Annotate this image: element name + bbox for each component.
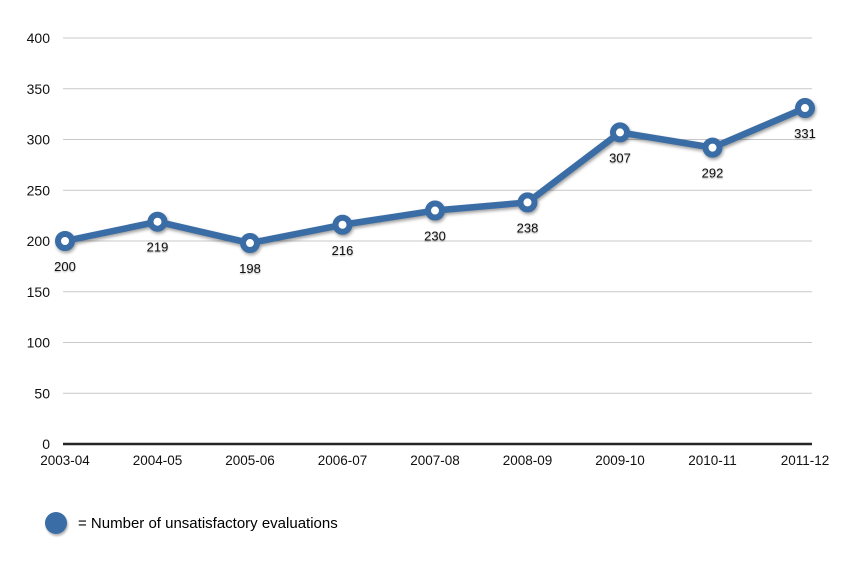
data-point-marker <box>240 233 260 254</box>
data-point-marker <box>147 211 168 232</box>
x-axis-label: 2003-04 <box>40 453 90 468</box>
data-point-marker <box>702 137 723 158</box>
data-point-marker <box>610 122 630 143</box>
data-label-group: 200 219 198 216 230 238 307 292 331 <box>54 126 816 276</box>
x-axis-label: 2010-11 <box>688 453 737 468</box>
data-point-marker <box>517 192 538 213</box>
data-point-label: 216 <box>332 243 354 258</box>
y-tick-label: 0 <box>42 436 50 452</box>
data-point-marker <box>425 200 445 221</box>
y-tick-label: 150 <box>27 284 51 300</box>
chart-legend: = Number of unsatisfactory evaluations <box>45 511 338 535</box>
data-series-line <box>61 104 809 247</box>
y-tick-label: 250 <box>27 182 51 198</box>
x-axis-label: 2005-06 <box>225 453 275 468</box>
y-tick-label: 350 <box>27 81 51 97</box>
legend-label: = Number of unsatisfactory evaluations <box>78 514 338 532</box>
data-point-marker <box>55 231 75 251</box>
data-point-label: 219 <box>147 240 169 255</box>
data-series <box>55 98 815 254</box>
data-point-marker <box>332 214 353 235</box>
data-point-label: 292 <box>702 166 724 181</box>
y-tick-label: 300 <box>27 132 51 148</box>
x-axis-label: 2006-07 <box>318 453 368 468</box>
data-point-label: 198 <box>239 261 261 276</box>
x-axis-label: 2011-12 <box>781 453 830 468</box>
x-axis-label: 2009-10 <box>595 453 645 468</box>
data-point-label: 331 <box>794 126 816 141</box>
x-axis-label: 2004-05 <box>133 453 183 468</box>
x-axis-label: 2008-09 <box>503 453 553 468</box>
data-point-label: 238 <box>517 220 539 235</box>
data-point-label: 307 <box>609 150 631 165</box>
y-tick-label: 50 <box>34 385 50 401</box>
x-axis-label: 2007-08 <box>410 453 460 468</box>
y-tick-label: 100 <box>27 335 51 351</box>
y-tick-label: 200 <box>27 233 51 249</box>
legend-marker-icon <box>45 512 67 534</box>
data-point-marker <box>795 98 815 119</box>
data-point-label: 200 <box>54 259 76 274</box>
data-point-label: 230 <box>424 229 446 244</box>
y-tick-label: 400 <box>27 30 51 46</box>
